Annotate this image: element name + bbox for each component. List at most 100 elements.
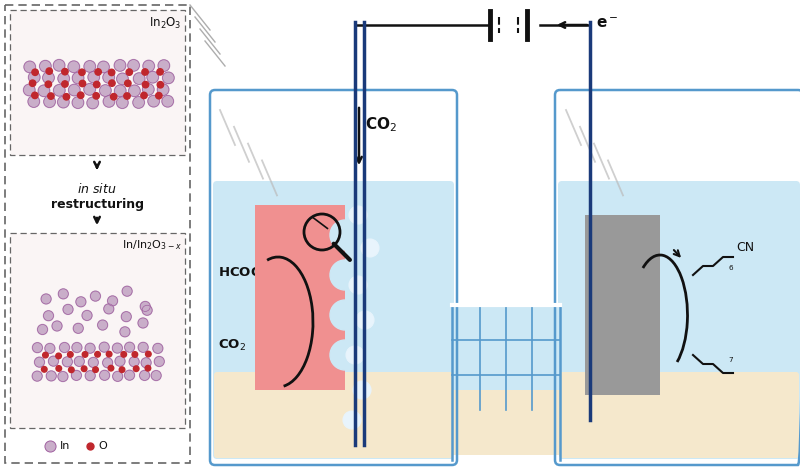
Circle shape bbox=[122, 311, 131, 322]
Circle shape bbox=[142, 305, 152, 315]
Circle shape bbox=[124, 93, 130, 99]
Text: NH$_2$: NH$_2$ bbox=[736, 376, 761, 391]
Circle shape bbox=[343, 411, 361, 429]
Circle shape bbox=[133, 97, 145, 108]
Bar bbox=[255, 205, 345, 390]
Circle shape bbox=[88, 357, 98, 368]
Circle shape bbox=[59, 342, 70, 353]
Circle shape bbox=[52, 321, 62, 331]
Circle shape bbox=[42, 367, 47, 372]
Circle shape bbox=[62, 357, 72, 367]
Circle shape bbox=[41, 294, 51, 304]
Circle shape bbox=[143, 60, 154, 72]
Circle shape bbox=[74, 323, 83, 333]
Circle shape bbox=[34, 357, 45, 367]
Circle shape bbox=[79, 80, 86, 87]
Circle shape bbox=[82, 352, 88, 357]
Circle shape bbox=[98, 320, 108, 330]
Circle shape bbox=[45, 81, 51, 87]
Circle shape bbox=[126, 69, 133, 75]
Circle shape bbox=[115, 356, 125, 366]
Circle shape bbox=[154, 356, 164, 367]
Circle shape bbox=[110, 93, 117, 100]
Circle shape bbox=[49, 356, 58, 366]
Circle shape bbox=[125, 80, 131, 86]
Bar bbox=[10, 10, 185, 155]
Circle shape bbox=[142, 81, 149, 88]
Circle shape bbox=[141, 358, 151, 368]
Circle shape bbox=[28, 96, 39, 107]
Circle shape bbox=[104, 304, 114, 314]
Circle shape bbox=[62, 69, 68, 75]
Circle shape bbox=[99, 342, 110, 352]
Circle shape bbox=[330, 220, 360, 250]
Circle shape bbox=[107, 296, 118, 306]
Text: HCOO$^-$: HCOO$^-$ bbox=[218, 266, 272, 278]
Circle shape bbox=[138, 318, 148, 328]
Circle shape bbox=[157, 69, 163, 75]
Circle shape bbox=[44, 96, 55, 107]
Text: restructuring: restructuring bbox=[50, 198, 143, 211]
Circle shape bbox=[78, 92, 84, 99]
Circle shape bbox=[349, 206, 367, 224]
Circle shape bbox=[63, 304, 73, 314]
Text: $_7$: $_7$ bbox=[728, 355, 734, 365]
Circle shape bbox=[128, 60, 139, 71]
Text: In$_2$O$_3$: In$_2$O$_3$ bbox=[150, 16, 182, 31]
Circle shape bbox=[32, 92, 38, 99]
Circle shape bbox=[24, 61, 35, 73]
Circle shape bbox=[138, 342, 148, 352]
Circle shape bbox=[349, 276, 367, 294]
FancyBboxPatch shape bbox=[210, 90, 457, 465]
Circle shape bbox=[158, 84, 169, 95]
Text: $_6$: $_6$ bbox=[728, 263, 734, 273]
Circle shape bbox=[56, 353, 62, 359]
Bar bbox=[452, 305, 560, 460]
Circle shape bbox=[88, 71, 99, 83]
Circle shape bbox=[38, 85, 50, 97]
Circle shape bbox=[117, 97, 128, 108]
Circle shape bbox=[72, 342, 82, 353]
Text: In/In$_2$O$_{3-x}$: In/In$_2$O$_{3-x}$ bbox=[122, 238, 182, 252]
Circle shape bbox=[23, 84, 35, 96]
Circle shape bbox=[100, 370, 110, 380]
Circle shape bbox=[69, 84, 80, 96]
Circle shape bbox=[68, 61, 79, 72]
Circle shape bbox=[132, 352, 138, 357]
Circle shape bbox=[158, 60, 170, 71]
Circle shape bbox=[145, 365, 150, 371]
Circle shape bbox=[85, 343, 95, 353]
Circle shape bbox=[32, 371, 42, 381]
Bar bbox=[5, 5, 190, 463]
Circle shape bbox=[330, 260, 360, 290]
FancyBboxPatch shape bbox=[213, 181, 454, 459]
Circle shape bbox=[353, 381, 371, 399]
Circle shape bbox=[103, 96, 114, 107]
Text: OH$^-$: OH$^-$ bbox=[525, 348, 558, 361]
Text: CN: CN bbox=[736, 241, 754, 254]
Circle shape bbox=[72, 72, 84, 84]
Circle shape bbox=[114, 60, 126, 71]
Circle shape bbox=[129, 357, 139, 367]
FancyBboxPatch shape bbox=[555, 90, 800, 465]
Circle shape bbox=[62, 81, 68, 87]
Circle shape bbox=[158, 82, 164, 88]
Circle shape bbox=[134, 366, 139, 372]
Circle shape bbox=[142, 69, 148, 75]
Circle shape bbox=[117, 73, 128, 85]
Circle shape bbox=[87, 97, 98, 109]
Text: CO$_2$: CO$_2$ bbox=[218, 338, 246, 353]
Circle shape bbox=[63, 93, 70, 100]
Circle shape bbox=[151, 370, 161, 381]
Text: O: O bbox=[98, 441, 106, 451]
Circle shape bbox=[109, 80, 115, 86]
FancyBboxPatch shape bbox=[559, 372, 799, 458]
Circle shape bbox=[99, 85, 111, 96]
Circle shape bbox=[162, 72, 174, 84]
Circle shape bbox=[93, 92, 99, 99]
FancyBboxPatch shape bbox=[558, 181, 800, 459]
Circle shape bbox=[82, 366, 87, 372]
Circle shape bbox=[346, 346, 364, 364]
Text: $\mathit{in\ situ}$: $\mathit{in\ situ}$ bbox=[77, 182, 117, 196]
Circle shape bbox=[82, 311, 92, 320]
